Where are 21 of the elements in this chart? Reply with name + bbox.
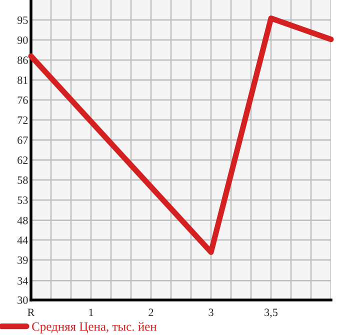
legend-label: Средняя Цена, тыс. йен [32,322,157,334]
x-tick-label: 3,5 [264,308,278,318]
x-tick-label: R [28,308,35,316]
y-tick-label: 34 [18,277,28,285]
x-tick-label: 1 [89,308,94,316]
y-tick-label: 86 [18,56,28,64]
y-tick-label: 90 [17,36,28,44]
y-tick-label: 95 [17,16,28,24]
y-tick-label: 81 [18,76,28,84]
y-tick-label: 44 [17,236,28,244]
y-tick-label: 67 [18,136,28,144]
y-tick-label: 48 [17,216,28,224]
y-tick-label: 39 [18,256,28,264]
y-tick-label: 72 [18,116,28,124]
y-tick-label: 76 [18,96,28,104]
y-tick-label: 53 [18,196,28,204]
y-tick-label: 62 [18,156,28,164]
x-tick-label: 3 [208,308,214,316]
y-tick-label: 30 [18,296,28,304]
x-tick-label: 2 [148,308,154,316]
y-tick-label: 58 [18,176,28,184]
